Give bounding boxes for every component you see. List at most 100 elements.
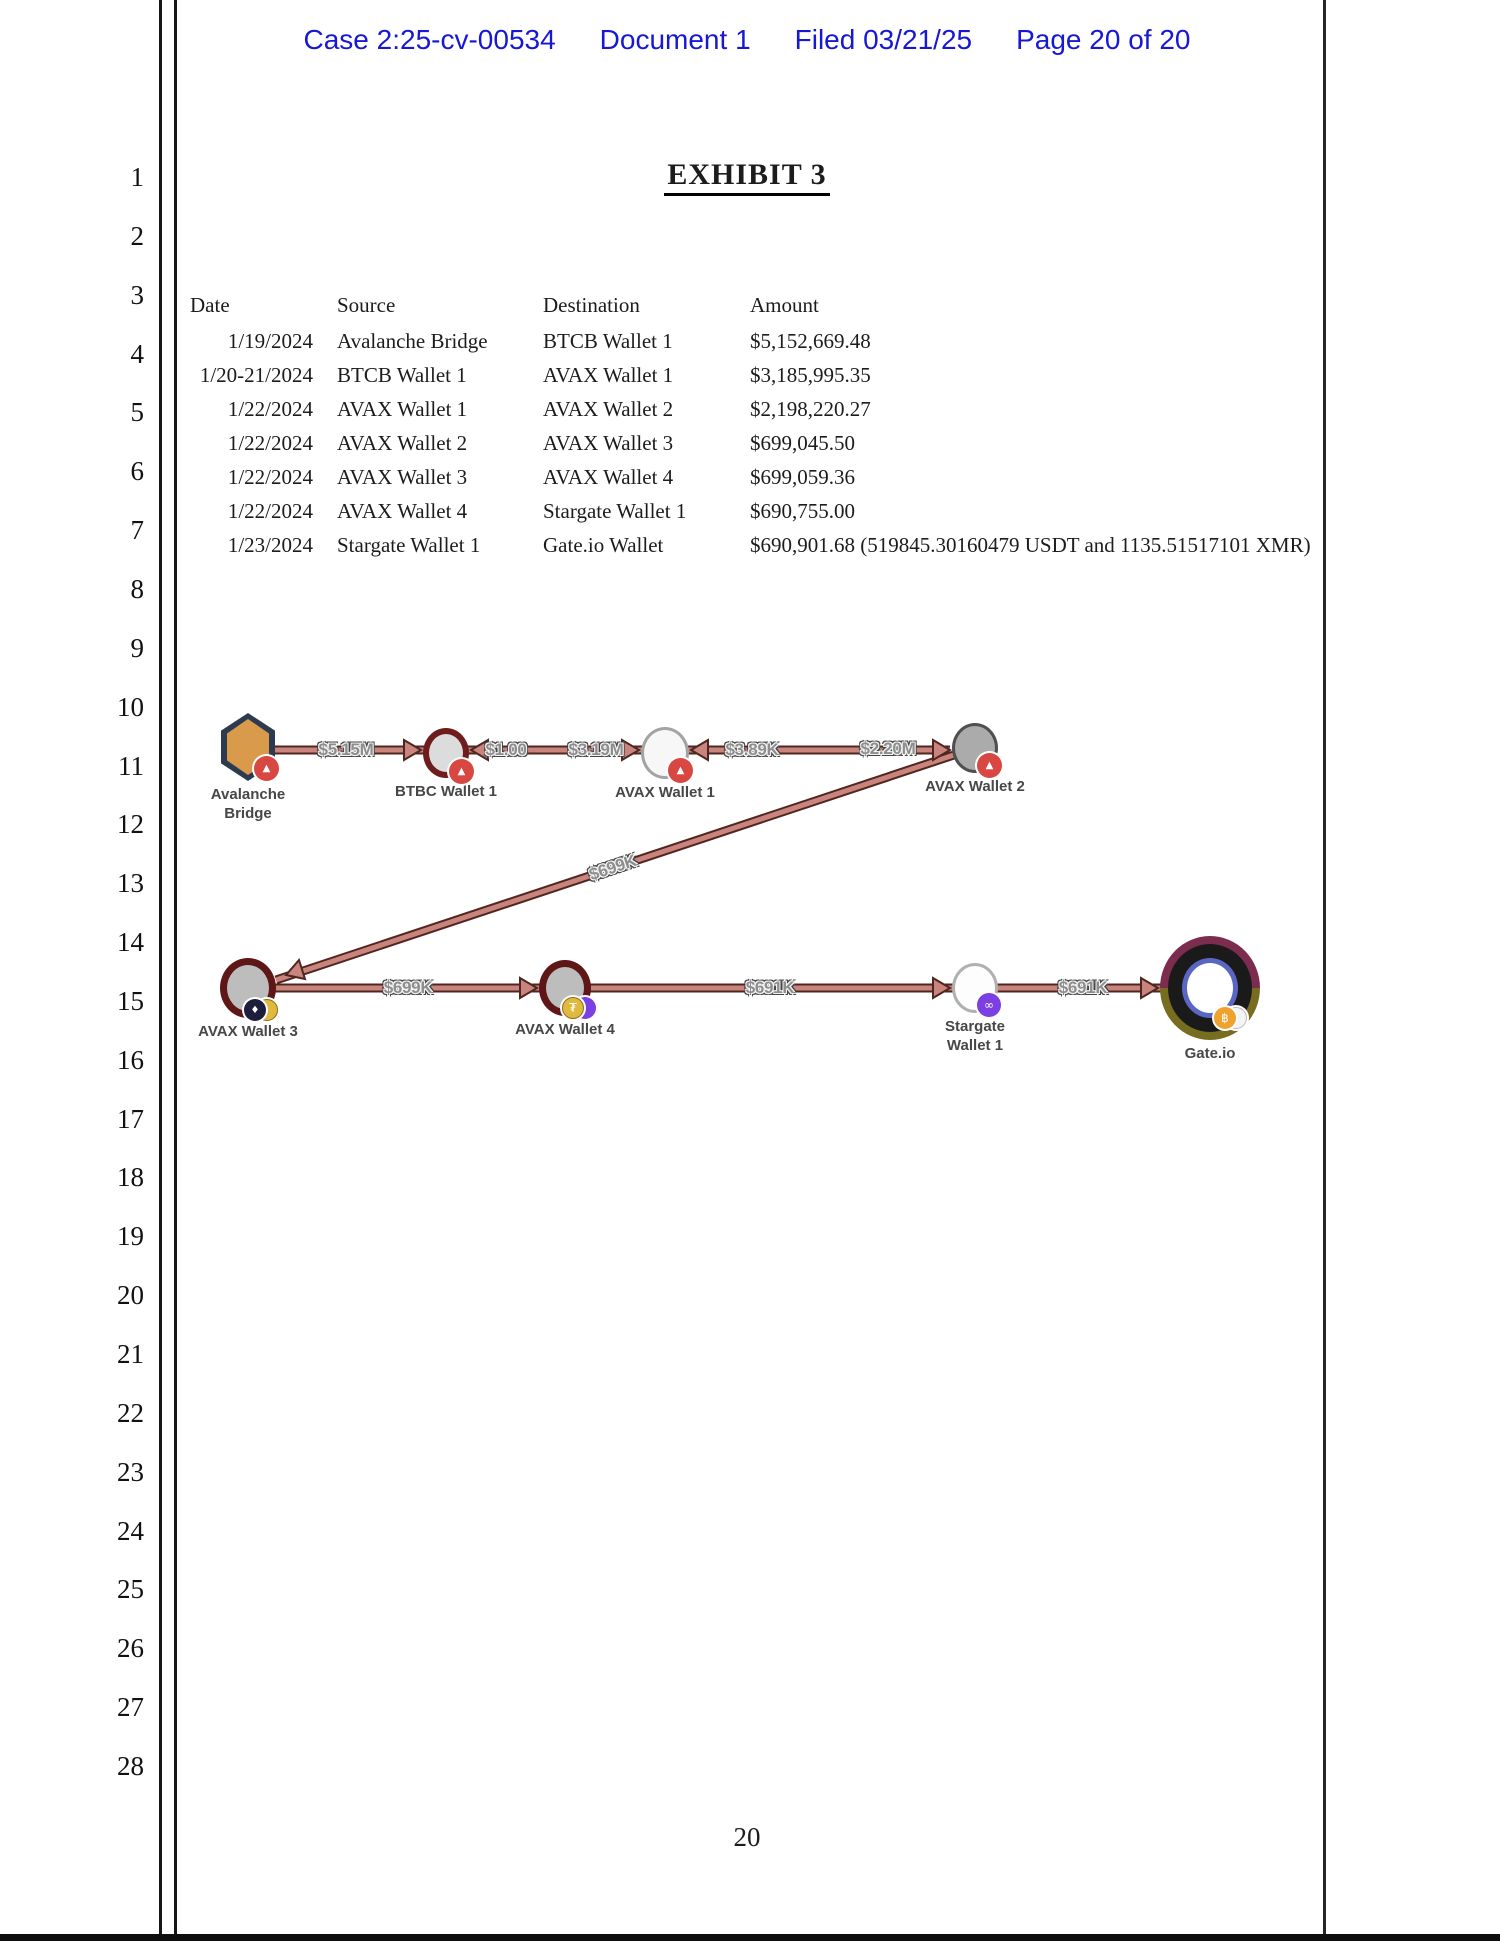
node-avax-wallet-3: ♦ AVAX Wallet 3 (178, 958, 318, 1042)
node-gate-io: ฿ Gate.io (1140, 936, 1280, 1064)
flow-amount-label: $699K (586, 850, 639, 885)
viewport-bottom-bar (0, 1934, 1500, 1941)
avax-wallet-1-circle (641, 727, 689, 779)
cell-destination: AVAX Wallet 1 (543, 363, 674, 387)
cell-destination: AVAX Wallet 2 (543, 397, 674, 421)
flow-amount-label: $1.00 (485, 740, 527, 759)
document-number: Document 1 (599, 24, 751, 55)
node-avax-wallet-2: ▲ AVAX Wallet 2 (905, 723, 1045, 797)
line-number: 19 (117, 1221, 144, 1252)
cell-destination: Gate.io Wallet (543, 533, 664, 557)
line-number: 17 (117, 1103, 144, 1134)
node-avalanche-bridge: ▲ Avalanche Bridge (178, 713, 318, 824)
col-header-amount: Amount (750, 293, 819, 317)
cell-date: 1/22/2024 (227, 499, 313, 523)
flow-amount-label: $691K (1058, 978, 1108, 997)
bitcoin-icon: ฿ (1214, 1007, 1236, 1029)
avalanche-icon: ▲ (668, 758, 693, 783)
line-number: 8 (130, 573, 145, 604)
cell-destination: AVAX Wallet 3 (543, 431, 674, 455)
line-number: 9 (130, 632, 145, 663)
token-badges: ฿ (1214, 1006, 1250, 1032)
line-number: 28 (117, 1750, 144, 1781)
line-number: 13 (117, 868, 144, 899)
line-number: 18 (117, 1162, 144, 1193)
line-number: 5 (130, 397, 145, 428)
node-label: Gate.io (1184, 1045, 1236, 1062)
node-label: BTBC Wallet 1 (395, 783, 497, 800)
cell-amount: $3,185,995.35 (750, 363, 871, 387)
cell-destination: Stargate Wallet 1 (543, 499, 687, 523)
line-number: 1 (130, 162, 145, 192)
cell-source: AVAX Wallet 3 (337, 465, 468, 489)
cell-amount: $5,152,669.48 (750, 329, 871, 353)
node-label: AVAX Wallet 2 (925, 778, 1025, 795)
flow-amount-label: $3.19M (568, 740, 624, 759)
cell-amount: $690,901.68 (519845.30160479 USDT and 11… (750, 533, 1311, 557)
line-number: 14 (117, 927, 144, 958)
cell-destination: BTCB Wallet 1 (543, 329, 673, 353)
page-of: Page 20 of 20 (1016, 24, 1191, 55)
token-badges: ♦ (244, 998, 280, 1022)
avalanche-icon: ▲ (977, 753, 1002, 778)
cell-source: AVAX Wallet 4 (337, 499, 468, 523)
left-margin-double-rule (159, 0, 177, 1941)
line-number: 2 (130, 220, 145, 251)
right-margin-rule (1323, 0, 1326, 1941)
node-label: AVAX Wallet 1 (615, 784, 715, 801)
exhibit-title: EXHIBIT 3 (664, 158, 830, 196)
line-number: 23 (117, 1456, 144, 1487)
line-number: 4 (130, 338, 145, 369)
table-row: 1/22/2024 AVAX Wallet 2 AVAX Wallet 3 $6… (0, 428, 1340, 458)
case-stamp-header: Case 2:25-cv-00534 Document 1 Filed 03/2… (171, 24, 1323, 56)
cell-date: 1/22/2024 (227, 431, 313, 455)
cell-amount: $2,198,220.27 (750, 397, 871, 421)
col-header-destination: Destination (543, 293, 640, 317)
line-number: 22 (117, 1397, 144, 1428)
node-label: AVAX Wallet 4 (515, 1021, 615, 1038)
cell-destination: AVAX Wallet 4 (543, 465, 674, 489)
table-header-row: Date Source Destination Amount (0, 290, 1340, 320)
line-number: 10 (117, 691, 144, 722)
filed-date: Filed 03/21/25 (794, 24, 973, 55)
flow-amount-label: $691K (745, 978, 795, 997)
cell-source: BTCB Wallet 1 (337, 363, 467, 387)
cell-source: Avalanche Bridge (337, 329, 488, 353)
cell-source: Stargate Wallet 1 (337, 533, 481, 557)
cell-date: 1/22/2024 (227, 397, 313, 421)
cell-amount: $699,059.36 (750, 465, 855, 489)
line-number: 25 (117, 1574, 144, 1605)
case-number: Case 2:25-cv-00534 (303, 24, 556, 55)
node-btbc-wallet-1: ▲ BTBC Wallet 1 (376, 728, 516, 802)
line-number: 12 (117, 809, 144, 840)
cell-date: 1/20-21/2024 (199, 363, 313, 387)
table-row: 1/20-21/2024 BTCB Wallet 1 AVAX Wallet 1… (0, 360, 1340, 390)
line-number: 6 (130, 456, 145, 487)
ethereum-icon: ♦ (244, 999, 266, 1021)
line-number: 20 (117, 1280, 144, 1311)
table-row: 1/22/2024 AVAX Wallet 3 AVAX Wallet 4 $6… (0, 462, 1340, 492)
cell-date: 1/19/2024 (227, 329, 313, 353)
cell-source: AVAX Wallet 1 (337, 397, 468, 421)
page-number: 20 (733, 1822, 761, 1852)
node-avax-wallet-4: ₮ AVAX Wallet 4 (495, 960, 635, 1040)
line-number: 27 (117, 1692, 144, 1723)
tether-icon: ₮ (562, 997, 584, 1019)
col-header-date: Date (190, 293, 230, 317)
flow-amount-label: $2.20M (860, 739, 916, 758)
avalanche-icon: ▲ (449, 759, 474, 784)
cell-date: 1/22/2024 (227, 465, 313, 489)
table-row: 1/22/2024 AVAX Wallet 1 AVAX Wallet 2 $2… (0, 394, 1340, 424)
node-label: Stargate Wallet 1 (944, 1018, 1006, 1054)
table-row: 1/19/2024 Avalanche Bridge BTCB Wallet 1… (0, 326, 1340, 356)
node-stargate-wallet-1: ∞ Stargate Wallet 1 (905, 963, 1045, 1056)
table-row: 1/23/2024 Stargate Wallet 1 Gate.io Wall… (0, 530, 1340, 560)
token-badges: ₮ (562, 996, 598, 1020)
exhibit-title-row: EXHIBIT 3 (171, 158, 1323, 196)
cell-date: 1/23/2024 (227, 533, 313, 557)
line-number: 21 (117, 1339, 144, 1369)
flow-amount-label: $699K (383, 978, 433, 997)
node-label: AVAX Wallet 3 (198, 1023, 298, 1040)
cell-amount: $690,755.00 (750, 499, 855, 523)
